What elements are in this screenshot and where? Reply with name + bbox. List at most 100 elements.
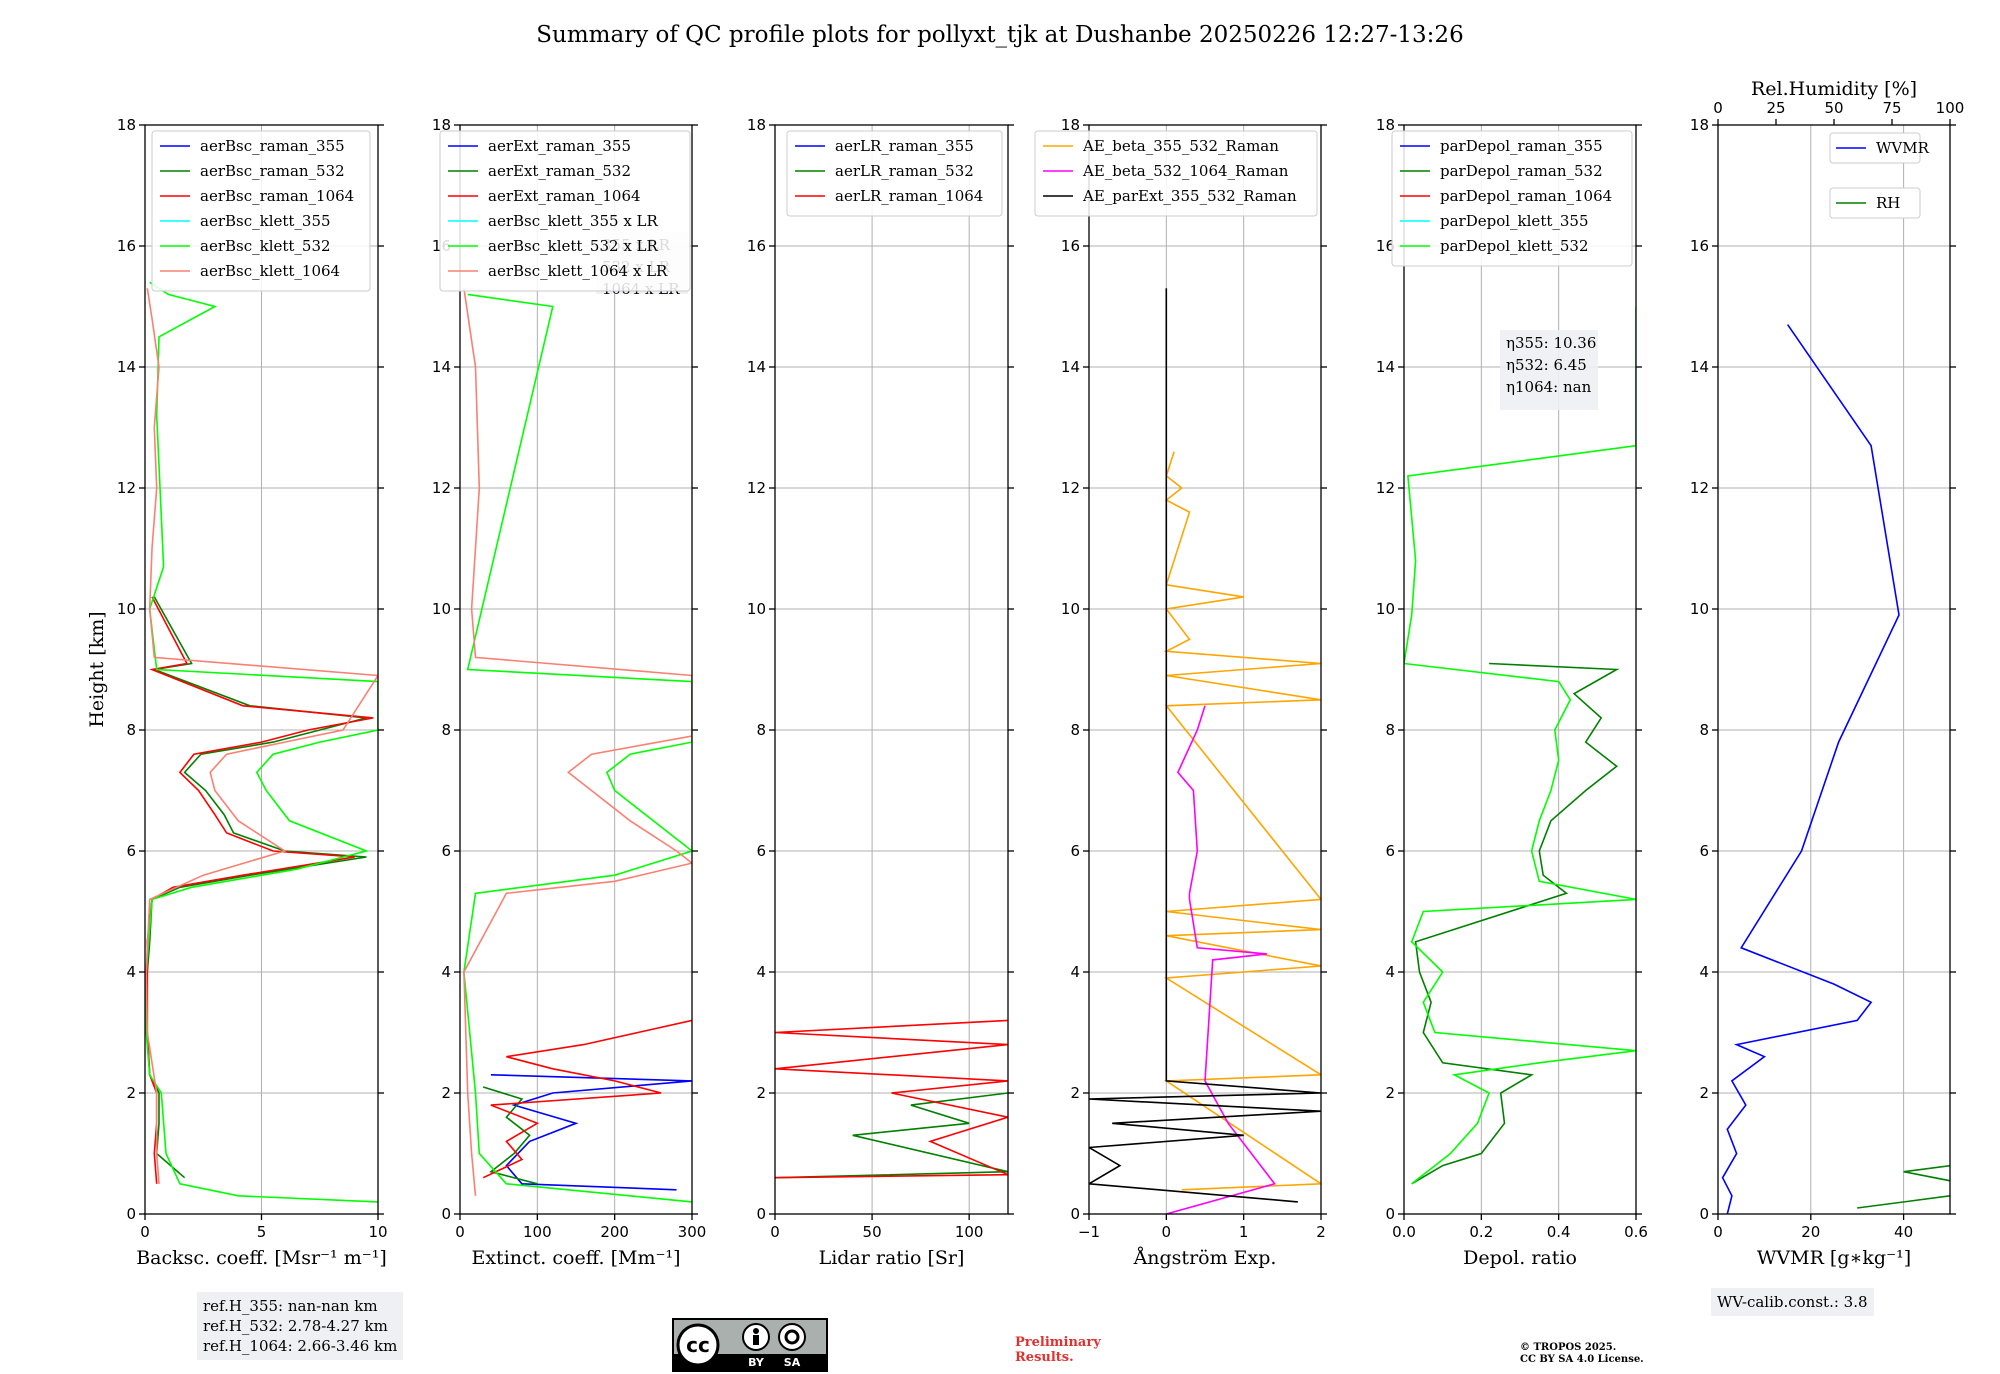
y-tick-label: 14 (1690, 358, 1709, 376)
x-tick-label: 1 (1239, 1223, 1249, 1241)
legend: aerBsc_raman_355 aerBsc_raman_532 aerBsc_r… (151, 130, 371, 292)
legend-frame (1829, 132, 1921, 164)
y-tick-label: 10 (1061, 600, 1080, 618)
legend-label: parDepol_raman_1064 (1440, 187, 1612, 205)
x-tick-label: 40 (1894, 1223, 1913, 1241)
figure-title: Summary of QC profile plots for pollyxt_… (536, 22, 1464, 48)
y-tick-label: 10 (432, 600, 451, 618)
y-tick-label: 10 (747, 600, 766, 618)
top-x-tick-label: 50 (1824, 99, 1843, 117)
legend-label: aerBsc_klett_1064 (200, 262, 340, 280)
ref-height-1064: ref.H_1064: 2.66-3.46 km (203, 1337, 398, 1355)
panel-bsc: 0 2 4 6 8 10 12 14 16 18 0 5 10 Backsc. coeff. [Msr⁻¹… (117, 116, 388, 1269)
legend-label: parDepol_klett_355 (1440, 212, 1589, 230)
y-tick-label: 10 (117, 600, 136, 618)
series-line-aerbsc-raman-532 (146, 596, 367, 1179)
y-tick-label: 16 (1061, 237, 1080, 255)
legend-frame (439, 130, 691, 292)
y-tick-label: 0 (1699, 1205, 1709, 1223)
legend-label: AE_parExt_355_532_Raman (1082, 187, 1297, 205)
axes-frame (1088, 124, 1322, 1215)
series-group (1721, 324, 1950, 1214)
y-tick-label: 4 (756, 963, 766, 981)
annotation-text: η532: 6.45 (1506, 356, 1587, 374)
legend-label: RH (1876, 194, 1900, 212)
series-line-rh (1857, 1116, 1950, 1209)
legend-label: aerLR_raman_532 (835, 162, 974, 180)
y-tick-label: 0 (441, 1205, 451, 1223)
y-tick-label: 18 (117, 116, 136, 134)
x-axis-label: Extinct. coeff. [Mm⁻¹] (471, 1247, 680, 1269)
series-line-pardepol-raman-532 (1411, 662, 1620, 1185)
legend-label: AE_beta_355_532_Raman (1082, 137, 1279, 155)
x-tick-label: −1 (1078, 1223, 1100, 1241)
y-tick-label: 6 (1385, 842, 1395, 860)
y-tick-label: 18 (1061, 116, 1080, 134)
axes-frame (1717, 124, 1951, 1215)
cc-logo-text: cc (686, 1333, 710, 1357)
reference-height-box: ref.H_355: nan-nan km ref.H_532: 2.78-4.… (197, 1292, 404, 1360)
series-line-aerbsc-klett-532-x-lr (463, 293, 692, 1203)
legend-label: parDepol_raman_355 (1440, 137, 1603, 155)
x-tick-label: 10 (368, 1223, 387, 1241)
legend-label: parDepol_raman_532 (1440, 162, 1603, 180)
x-tick-label: 0.6 (1624, 1223, 1648, 1241)
legend-label: aerBsc_klett_532 x LR (488, 237, 659, 255)
y-tick-label: 12 (1061, 479, 1080, 497)
y-tick-label: 8 (1699, 721, 1709, 739)
panel-depol: 0 2 4 6 8 10 12 14 16 18 0.0 0.2 0.4 0.6 Depol. ratio η… (1376, 116, 1648, 1269)
annotation-text: η355: 10.36 (1506, 334, 1596, 352)
y-tick-label: 18 (1690, 116, 1709, 134)
sa-share-icon (778, 1323, 806, 1351)
axes-frame (1403, 124, 1637, 1215)
y-tick-label: 18 (747, 116, 766, 134)
y-tick-label: 12 (432, 479, 451, 497)
x-tick-label: 0 (1162, 1223, 1172, 1241)
series-line-wvmr (1721, 324, 1900, 1214)
series-line-aerext-raman-1064 (482, 1019, 692, 1179)
y-tick-label: 2 (756, 1084, 766, 1102)
preliminary-line-1: Preliminary (1015, 1335, 1101, 1350)
y-tick-label: 4 (1385, 963, 1395, 981)
legend-label: AE_beta_532_1064_Raman (1082, 162, 1289, 180)
legend-label: aerBsc_raman_532 (200, 162, 345, 180)
legend-frame (1034, 130, 1318, 217)
axes-frame (459, 124, 693, 1215)
copyright-note: © TROPOS 2025. CC BY SA 4.0 License. (1520, 1342, 1644, 1366)
series-line-aerext-raman-532 (482, 1086, 538, 1185)
series-group (1404, 306, 1636, 1185)
y-tick-label: 2 (1385, 1084, 1395, 1102)
series-line-aerbsc-klett-532 (145, 281, 378, 1203)
series-line-aerbsc-klett-1064 (145, 288, 378, 1184)
top-x-tick-label: 0 (1713, 99, 1723, 117)
preliminary-line-2: Results. (1015, 1350, 1074, 1365)
x-tick-label: 0 (140, 1223, 150, 1241)
legend: aerExt_raman_355 aerExt_raman_532 aerExt_r… (439, 130, 691, 292)
series-line-pardepol-klett-532 (1404, 306, 1636, 1185)
series-group (145, 281, 378, 1203)
cc-license-badge: cc BY SA (672, 1318, 828, 1372)
y-tick-label: 4 (126, 963, 136, 981)
x-tick-label: 0 (1713, 1223, 1723, 1241)
y-tick-label: 0 (1385, 1205, 1395, 1223)
x-tick-label: 0.2 (1469, 1223, 1493, 1241)
y-tick-label: 16 (1690, 237, 1709, 255)
y-tick-label: 4 (441, 963, 451, 981)
legend-label: aerLR_raman_355 (835, 137, 974, 155)
legend-label: aerBsc_raman_355 (200, 137, 345, 155)
series-line-aerbsc-klett-1064-x-lr (463, 288, 692, 1196)
legend-label: aerBsc_klett_1064 x LR (488, 262, 668, 280)
legend-label: parDepol_klett_532 (1440, 237, 1589, 255)
y-tick-label: 18 (432, 116, 451, 134)
y-tick-label: 2 (1699, 1084, 1709, 1102)
y-tick-label: 8 (1070, 721, 1080, 739)
legend-label: aerBsc_klett_355 (200, 212, 331, 230)
sa-share-arc (784, 1329, 800, 1345)
y-tick-label: 2 (441, 1084, 451, 1102)
legend-frame (1391, 130, 1633, 267)
series-line-ae-beta-355-532-raman (1163, 451, 1321, 1191)
legend: AE_beta_355_532_Raman AE_beta_532_1064_Ra… (1034, 130, 1318, 217)
x-tick-label: 0 (455, 1223, 465, 1241)
panel-ext: 0246810121416180100200300Extinct. coeff.… (432, 116, 706, 1269)
